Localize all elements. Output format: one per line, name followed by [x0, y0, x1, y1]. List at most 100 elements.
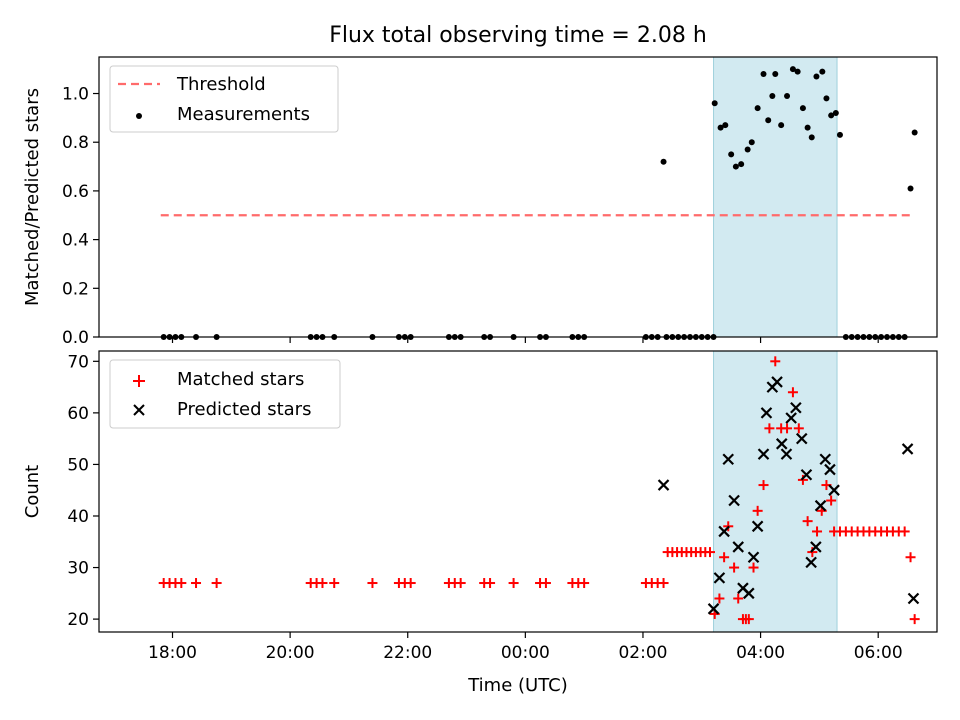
predicted-star-marker [907, 592, 920, 605]
matched-star-marker [176, 578, 187, 589]
predicted-star-marker [728, 494, 740, 507]
matched-star-marker [705, 547, 716, 558]
matched-star-marker [191, 578, 202, 589]
measurement-point [911, 129, 918, 136]
measurement-point [765, 117, 772, 124]
x-axis-label: Time (UTC) [467, 675, 568, 696]
matched-star-marker [899, 526, 910, 537]
matched-star-marker [802, 516, 813, 527]
matched-star-marker [508, 578, 519, 589]
flux-ratio-panel: Flux total observing time = 2.08 h 0.0 0.… [22, 23, 938, 348]
x-tick-label: 02:00 [618, 643, 667, 663]
measurement-point [732, 163, 739, 170]
measurement-point [772, 71, 779, 78]
marker-stroke [785, 412, 797, 424]
x-axis-ticks-top [171, 337, 879, 343]
measurement-point [828, 112, 835, 119]
y-tick-label: 1.0 [62, 85, 89, 105]
y-tick-label: 30 [67, 559, 89, 579]
predicted-star-marker [810, 541, 822, 553]
matched-star-marker [770, 356, 781, 367]
y-tick-label: 0.6 [62, 182, 89, 202]
marker-stroke [722, 453, 735, 466]
matched-star-marker [748, 562, 759, 573]
chart-title: Flux total observing time = 2.08 h [329, 23, 707, 48]
measurement-point [794, 68, 801, 75]
measurement-point [799, 105, 806, 112]
x-tick-label: 22:00 [383, 643, 432, 663]
matched-star-marker [793, 423, 804, 434]
matched-star-marker [729, 562, 740, 573]
marker-stroke [795, 432, 808, 445]
predicted-star-marker [722, 453, 735, 466]
predicted-star-marker [760, 407, 773, 419]
y-tick-label: 0.0 [62, 328, 89, 348]
predicted-star-marker [732, 541, 745, 553]
matched-star-marker [797, 474, 808, 485]
marker-stroke [800, 468, 813, 481]
matched-star-marker [758, 480, 769, 491]
measurement-point [804, 124, 811, 131]
measurement-point [832, 110, 839, 116]
measurement-point [728, 151, 735, 158]
matched-star-marker [658, 578, 669, 589]
predicted-star-marker [824, 463, 836, 476]
marker-stroke [657, 479, 670, 491]
marker-stroke [790, 401, 802, 414]
matched-star-marker [905, 552, 916, 563]
y-tick-label: 40 [67, 507, 89, 527]
y-axis-label-bottom: Count [22, 465, 43, 518]
marker-stroke [732, 541, 745, 553]
predicted-star-marker [828, 484, 840, 496]
marker-stroke [805, 556, 817, 569]
marker-stroke [743, 587, 755, 600]
measurement-point [778, 122, 785, 129]
x-axis-ticks-bottom: 18:00 20:00 22:00 00:00 02:00 04:00 06:00 [148, 632, 903, 663]
predicted-star-marker [757, 448, 770, 460]
measurement-point [784, 92, 791, 99]
predicted-star-marker [780, 448, 793, 460]
predicted-star-marker [775, 438, 788, 450]
marker-stroke [718, 525, 730, 538]
legend-matched-label: Matched stars [177, 369, 304, 390]
measurement-point [711, 100, 718, 107]
matched-star-marker [211, 578, 222, 589]
legend-threshold-label: Threshold [176, 74, 266, 95]
y-axis-ticks-top: 0.0 0.2 0.4 0.6 0.8 1.0 [62, 85, 99, 348]
marker-stroke [901, 443, 914, 455]
marker-stroke [760, 407, 773, 419]
matched-star-marker [743, 614, 754, 625]
marker-stroke [780, 448, 793, 460]
measurement-point [808, 134, 815, 141]
measurement-point [717, 124, 724, 131]
y-tick-label: 0.4 [62, 231, 89, 251]
matched-star-marker [367, 578, 378, 589]
legend-box-top [109, 65, 339, 133]
axes-frame-top [98, 56, 938, 338]
y-tick-label: 0.8 [62, 133, 89, 153]
legend-matched-swatch [133, 375, 145, 387]
predicted-star-marker [707, 603, 720, 615]
predicted-star-marker [790, 401, 802, 414]
measurement-point [744, 146, 751, 153]
marker-stroke [728, 494, 740, 507]
axes-frame-bottom [98, 350, 938, 633]
x-tick-label: 18:00 [148, 643, 197, 663]
matched-star-marker [752, 505, 763, 516]
marker-stroke [771, 376, 783, 388]
legend-bottom: Matched stars Predicted stars [109, 359, 341, 429]
matched-star-marker [317, 578, 328, 589]
matched-star-marker [714, 593, 725, 604]
measurement-point [819, 68, 826, 75]
measurement-point [789, 66, 796, 73]
predicted-star-marker [718, 525, 730, 538]
predicted-star-marker [657, 479, 670, 491]
marker-stroke [819, 453, 832, 466]
x-tick-label: 20:00 [266, 643, 315, 663]
legend-top: Threshold Measurements [109, 65, 339, 133]
predicted-star-marker [901, 443, 914, 455]
measurement-point [907, 185, 914, 192]
y-axis-label-top: Matched/Predicted stars [22, 88, 43, 306]
matched-star-marker [787, 387, 798, 398]
